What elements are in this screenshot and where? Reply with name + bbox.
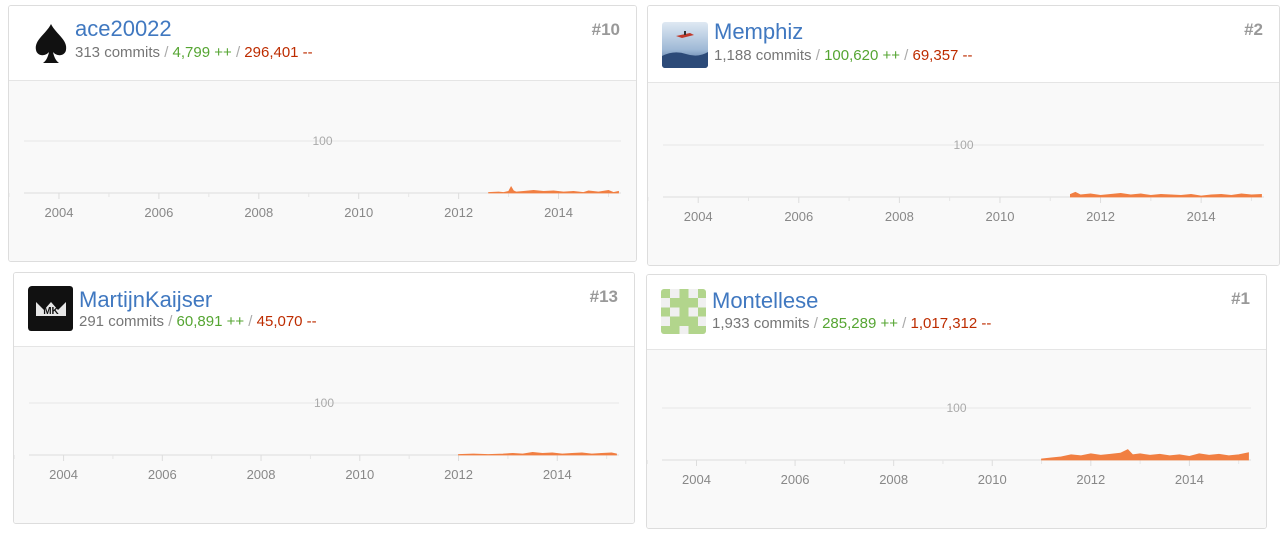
- x-tick-label-2004: 2004: [682, 472, 711, 487]
- x-tick-label-2012: 2012: [444, 467, 473, 482]
- x-tick-label-2008: 2008: [879, 472, 908, 487]
- commit-activity-area: [488, 185, 619, 194]
- additions-count: 285,289 ++: [822, 315, 898, 332]
- photo-avatar-icon[interactable]: [662, 22, 708, 68]
- identicon-icon[interactable]: [661, 289, 706, 334]
- x-tick-label-2008: 2008: [247, 467, 276, 482]
- deletions-count: 1,017,312 --: [910, 315, 992, 332]
- x-tick-label-2012: 2012: [1086, 209, 1115, 224]
- x-tick-label-2014: 2014: [1175, 472, 1204, 487]
- contributor-username-link[interactable]: MartijnKaijser: [79, 287, 213, 312]
- contributor-stats: 1,933 commits / 285,289 ++ / 1,017,312 -…: [712, 315, 992, 332]
- commit-activity-svg: 100 2004 2006 2008 2010 2012 2014: [648, 138, 1264, 224]
- gridline-label: 100: [314, 396, 334, 410]
- additions-count: 4,799 ++: [172, 44, 232, 61]
- contributor-rank: #1: [1231, 289, 1250, 308]
- contributor-card: MK MartijnKaijser 291 commits / 60,891 +…: [13, 272, 635, 524]
- contributor-stats: 313 commits / 4,799 ++ / 296,401 --: [75, 44, 313, 61]
- commit-count: 291 commits: [79, 313, 165, 330]
- commit-count: 1,933 commits: [712, 315, 810, 332]
- contributor-card: ace20022 313 commits / 4,799 ++ / 296,40…: [8, 5, 637, 262]
- commit-activity-chart: 100 2004 2006 2008 2010 2012 2014: [14, 347, 634, 523]
- contributor-header: Montellese 1,933 commits / 285,289 ++ / …: [647, 275, 1266, 350]
- x-tick-label-2006: 2006: [148, 467, 177, 482]
- x-tick-label-2014: 2014: [544, 205, 573, 220]
- deletions-count: 296,401 --: [244, 44, 313, 61]
- svg-text:MK: MK: [43, 306, 59, 317]
- contributor-card: Memphiz 1,188 commits / 100,620 ++ / 69,…: [647, 5, 1280, 266]
- x-tick-label-2010: 2010: [344, 205, 373, 220]
- mk-logo-icon[interactable]: MK: [28, 286, 73, 331]
- x-tick-label-2010: 2010: [978, 472, 1007, 487]
- contributor-username-link[interactable]: Memphiz: [714, 19, 804, 44]
- commit-activity-svg: 100 2004 2006 2008 2010 2012 2014: [9, 134, 621, 220]
- gridline-label: 100: [312, 134, 332, 148]
- contributor-header: Memphiz 1,188 commits / 100,620 ++ / 69,…: [648, 6, 1279, 83]
- x-tick-label-2012: 2012: [1076, 472, 1105, 487]
- contributor-header: MK MartijnKaijser 291 commits / 60,891 +…: [14, 273, 634, 347]
- x-tick-label-2012: 2012: [444, 205, 473, 220]
- commit-activity-area: [1070, 191, 1262, 198]
- commit-activity-chart: 100 2004 2006 2008 2010 2012 2014: [647, 350, 1266, 528]
- commit-activity-area: [458, 451, 617, 456]
- commit-count: 313 commits: [75, 44, 161, 61]
- additions-count: 100,620 ++: [824, 47, 900, 64]
- commit-activity-svg: 100 2004 2006 2008 2010 2012 2014: [647, 401, 1251, 487]
- contributor-rank: #2: [1244, 20, 1263, 39]
- commit-activity-svg: 100 2004 2006 2008 2010 2012 2014: [14, 396, 619, 482]
- contributor-username-link[interactable]: Montellese: [712, 288, 819, 313]
- contributor-stats: 291 commits / 60,891 ++ / 45,070 --: [79, 313, 317, 330]
- x-tick-label-2010: 2010: [345, 467, 374, 482]
- additions-count: 60,891 ++: [176, 313, 245, 330]
- x-tick-label-2010: 2010: [986, 209, 1015, 224]
- gridline-label: 100: [946, 401, 966, 415]
- deletions-count: 45,070 --: [256, 313, 317, 330]
- x-tick-label-2008: 2008: [244, 205, 273, 220]
- spade-icon[interactable]: [28, 20, 74, 66]
- contributor-rank: #10: [591, 20, 620, 39]
- commit-activity-area: [1041, 449, 1249, 461]
- x-tick-label-2004: 2004: [684, 209, 713, 224]
- deletions-count: 69,357 --: [912, 47, 973, 64]
- x-tick-label-2008: 2008: [885, 209, 914, 224]
- gridline-label: 100: [953, 138, 973, 152]
- contributor-username-link[interactable]: ace20022: [75, 16, 172, 41]
- contributor-stats: 1,188 commits / 100,620 ++ / 69,357 --: [714, 47, 973, 64]
- x-tick-label-2006: 2006: [144, 205, 173, 220]
- contributor-card: Montellese 1,933 commits / 285,289 ++ / …: [646, 274, 1267, 529]
- x-tick-label-2006: 2006: [784, 209, 813, 224]
- commit-count: 1,188 commits: [714, 47, 812, 64]
- contributor-rank: #13: [589, 287, 618, 306]
- commit-activity-chart: 100 2004 2006 2008 2010 2012 2014: [9, 81, 636, 261]
- x-tick-label-2014: 2014: [543, 467, 572, 482]
- commit-activity-chart: 100 2004 2006 2008 2010 2012 2014: [648, 83, 1279, 265]
- x-tick-label-2004: 2004: [49, 467, 78, 482]
- x-tick-label-2004: 2004: [45, 205, 74, 220]
- x-tick-label-2006: 2006: [781, 472, 810, 487]
- contributor-header: ace20022 313 commits / 4,799 ++ / 296,40…: [9, 6, 636, 81]
- x-tick-label-2014: 2014: [1187, 209, 1216, 224]
